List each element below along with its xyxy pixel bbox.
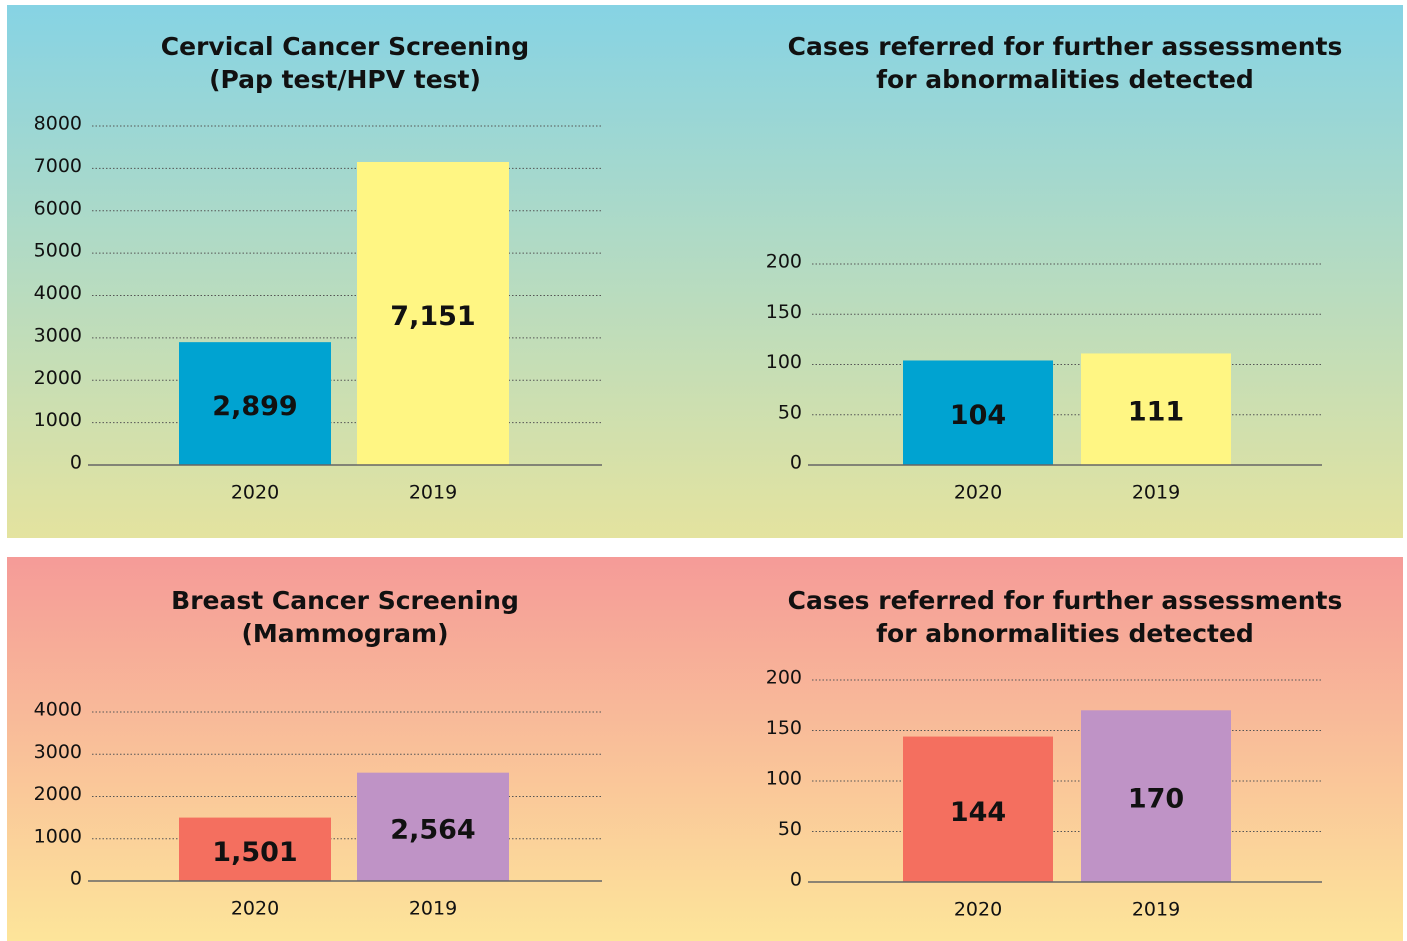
data-label: 7,151	[390, 301, 475, 332]
y-tick-label: 1000	[34, 825, 82, 847]
y-tick-label: 200	[766, 251, 802, 273]
y-tick-label: 0	[790, 869, 802, 891]
y-tick-label: 1000	[34, 409, 82, 431]
y-tick-label: 4000	[34, 699, 82, 721]
chart-title: Breast Cancer Screening (Mammogram)	[171, 586, 519, 648]
data-label: 144	[950, 797, 1006, 828]
bar	[1081, 710, 1231, 882]
y-tick-label: 7000	[34, 155, 82, 177]
y-tick-label: 0	[790, 452, 802, 474]
y-tick-label: 200	[766, 667, 802, 689]
y-tick-label: 50	[778, 401, 802, 423]
y-tick-label: 4000	[34, 282, 82, 304]
bar	[903, 360, 1053, 465]
data-label: 2,564	[390, 814, 475, 845]
x-tick-label: 2020	[954, 899, 1002, 921]
y-tick-label: 2000	[34, 783, 82, 805]
y-tick-label: 50	[778, 818, 802, 840]
x-tick-label: 2020	[231, 482, 279, 504]
data-label: 2,899	[212, 391, 297, 422]
y-tick-label: 3000	[34, 324, 82, 346]
y-tick-label: 5000	[34, 240, 82, 262]
y-tick-label: 100	[766, 351, 802, 373]
bar	[903, 736, 1053, 882]
x-tick-label: 2020	[231, 898, 279, 920]
data-label: 170	[1128, 784, 1184, 815]
y-tick-label: 150	[766, 717, 802, 739]
chart-title: Cases referred for further assessments f…	[787, 586, 1343, 648]
y-tick-label: 8000	[34, 113, 82, 135]
bar	[179, 817, 331, 881]
y-tick-label: 3000	[34, 741, 82, 763]
chart-title: Cases referred for further assessments f…	[787, 32, 1343, 94]
y-tick-label: 150	[766, 301, 802, 323]
y-tick-label: 0	[70, 868, 82, 890]
y-tick-label: 0	[70, 452, 82, 474]
y-tick-label: 2000	[34, 367, 82, 389]
bar	[179, 342, 331, 465]
x-tick-label: 2019	[409, 482, 457, 504]
y-tick-label: 100	[766, 768, 802, 790]
y-tick-label: 6000	[34, 197, 82, 219]
chart-title: Cervical Cancer Screening (Pap test/HPV …	[160, 32, 530, 94]
x-tick-label: 2020	[954, 482, 1002, 504]
x-tick-label: 2019	[1132, 899, 1180, 921]
data-label: 104	[950, 400, 1006, 431]
bar	[357, 161, 509, 465]
x-tick-label: 2019	[1132, 482, 1180, 504]
bar	[357, 772, 509, 881]
bar	[1081, 353, 1231, 465]
data-label: 111	[1128, 397, 1184, 428]
data-label: 1,501	[212, 837, 297, 868]
x-tick-label: 2019	[409, 898, 457, 920]
